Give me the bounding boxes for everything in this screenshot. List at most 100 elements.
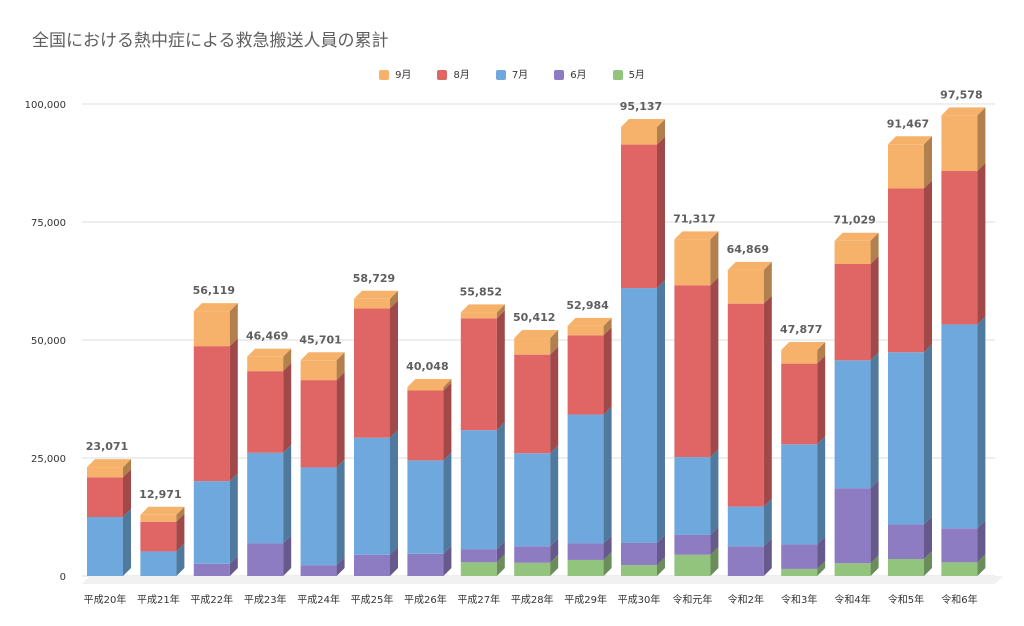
bar-side: [443, 378, 452, 391]
bar-segment: [674, 534, 711, 555]
x-tick-label: 令和元年: [672, 593, 712, 606]
bar-segment: [407, 553, 444, 576]
y-tick-label: 100,000: [25, 100, 66, 111]
x-tick-label: 令和4年: [834, 593, 870, 606]
x-tick-label: 令和5年: [888, 593, 924, 606]
bar-segment: [674, 239, 711, 286]
bar-segment: [140, 521, 177, 552]
bar-segment: [674, 554, 711, 576]
total-label: 95,137: [620, 100, 662, 113]
bar-top: [87, 459, 131, 468]
bar-side: [763, 261, 772, 304]
total-label: 12,971: [139, 488, 181, 501]
bar-segment: [87, 467, 123, 478]
bar-segment: [300, 360, 337, 381]
bar-side: [763, 538, 772, 576]
bar-top: [888, 136, 932, 145]
bar-side: [603, 327, 612, 415]
bar-top: [621, 118, 665, 127]
bar-side: [710, 277, 719, 458]
bar-segment: [514, 546, 551, 563]
legend-swatch: [437, 70, 448, 80]
bar-side: [123, 459, 131, 478]
bar-segment: [888, 524, 924, 560]
bar-side: [229, 303, 238, 347]
legend-item-2: 8月: [437, 66, 470, 81]
bar-segment: [354, 298, 390, 309]
x-tick-label: 平成21年: [137, 593, 180, 606]
bar-top: [460, 304, 505, 313]
bar-segment: [514, 453, 551, 547]
bar-side: [603, 317, 612, 336]
bar-side: [977, 554, 986, 576]
bar-segment: [567, 559, 604, 576]
bar-segment: [621, 542, 657, 566]
bar-segment: [621, 144, 657, 289]
bar-side: [283, 535, 292, 576]
bar-segment: [888, 144, 924, 189]
bar-side: [870, 555, 879, 576]
bar-segment: [781, 350, 818, 364]
bar-top: [300, 352, 345, 361]
bar-side: [870, 352, 879, 489]
bar-side: [550, 330, 559, 355]
bar-top: [567, 317, 612, 326]
total-label: 23,071: [86, 440, 128, 453]
bar-side: [870, 232, 879, 265]
bar-side: [229, 473, 238, 564]
y-tick-label: 25,000: [31, 454, 66, 465]
bar-segment: [781, 363, 818, 445]
bar-side: [550, 346, 559, 454]
bar-segment: [87, 517, 123, 576]
total-label: 71,029: [833, 214, 875, 227]
bar-segment: [888, 188, 924, 353]
bar-side: [710, 231, 719, 286]
bar-side: [443, 382, 452, 461]
legend-label: 9月: [395, 70, 412, 81]
chart-title: 全国における熱中症による救急搬送人員の累計: [32, 31, 389, 51]
bar-side: [123, 469, 131, 517]
bar-side: [817, 342, 826, 364]
bar-side: [390, 300, 398, 438]
bar-side: [229, 555, 238, 576]
bar-segment: [834, 264, 871, 361]
bar-side: [710, 526, 719, 555]
bar-side: [496, 304, 505, 319]
legend-label: 5月: [628, 70, 645, 81]
bar-side: [550, 445, 559, 547]
bar-side: [657, 136, 665, 289]
bar-segment: [781, 568, 818, 576]
x-tick-label: 平成30年: [618, 593, 661, 606]
legend-swatch: [554, 70, 565, 80]
y-tick-label: 50,000: [31, 336, 66, 347]
bar-side: [390, 290, 398, 309]
bar-segment: [514, 354, 551, 454]
bar-side: [817, 536, 826, 569]
bar-side: [496, 541, 505, 563]
bar-segment: [193, 563, 230, 576]
bar-segment: [460, 312, 497, 319]
bar-segment: [300, 565, 337, 576]
total-label: 55,852: [460, 285, 502, 298]
bar-side: [283, 444, 292, 544]
bar-segment: [567, 325, 604, 336]
bar-top: [407, 378, 452, 387]
bar-segment: [460, 430, 497, 550]
bar-top: [674, 231, 719, 240]
bar-side: [443, 452, 452, 554]
bar-side: [336, 557, 345, 576]
legend-swatch: [379, 70, 390, 80]
bar-side: [817, 355, 826, 445]
total-label: 97,578: [940, 88, 982, 101]
total-label: 71,317: [673, 212, 715, 225]
bar-side: [390, 546, 398, 576]
legend-swatch: [495, 70, 506, 80]
bar-segment: [727, 303, 764, 507]
bar-segment: [781, 544, 818, 569]
bar-side: [496, 422, 505, 550]
bar-side: [550, 554, 559, 576]
bar-top: [354, 290, 398, 299]
bar-segment: [888, 352, 924, 525]
total-label: 91,467: [887, 117, 929, 130]
bar-segment: [888, 559, 924, 576]
